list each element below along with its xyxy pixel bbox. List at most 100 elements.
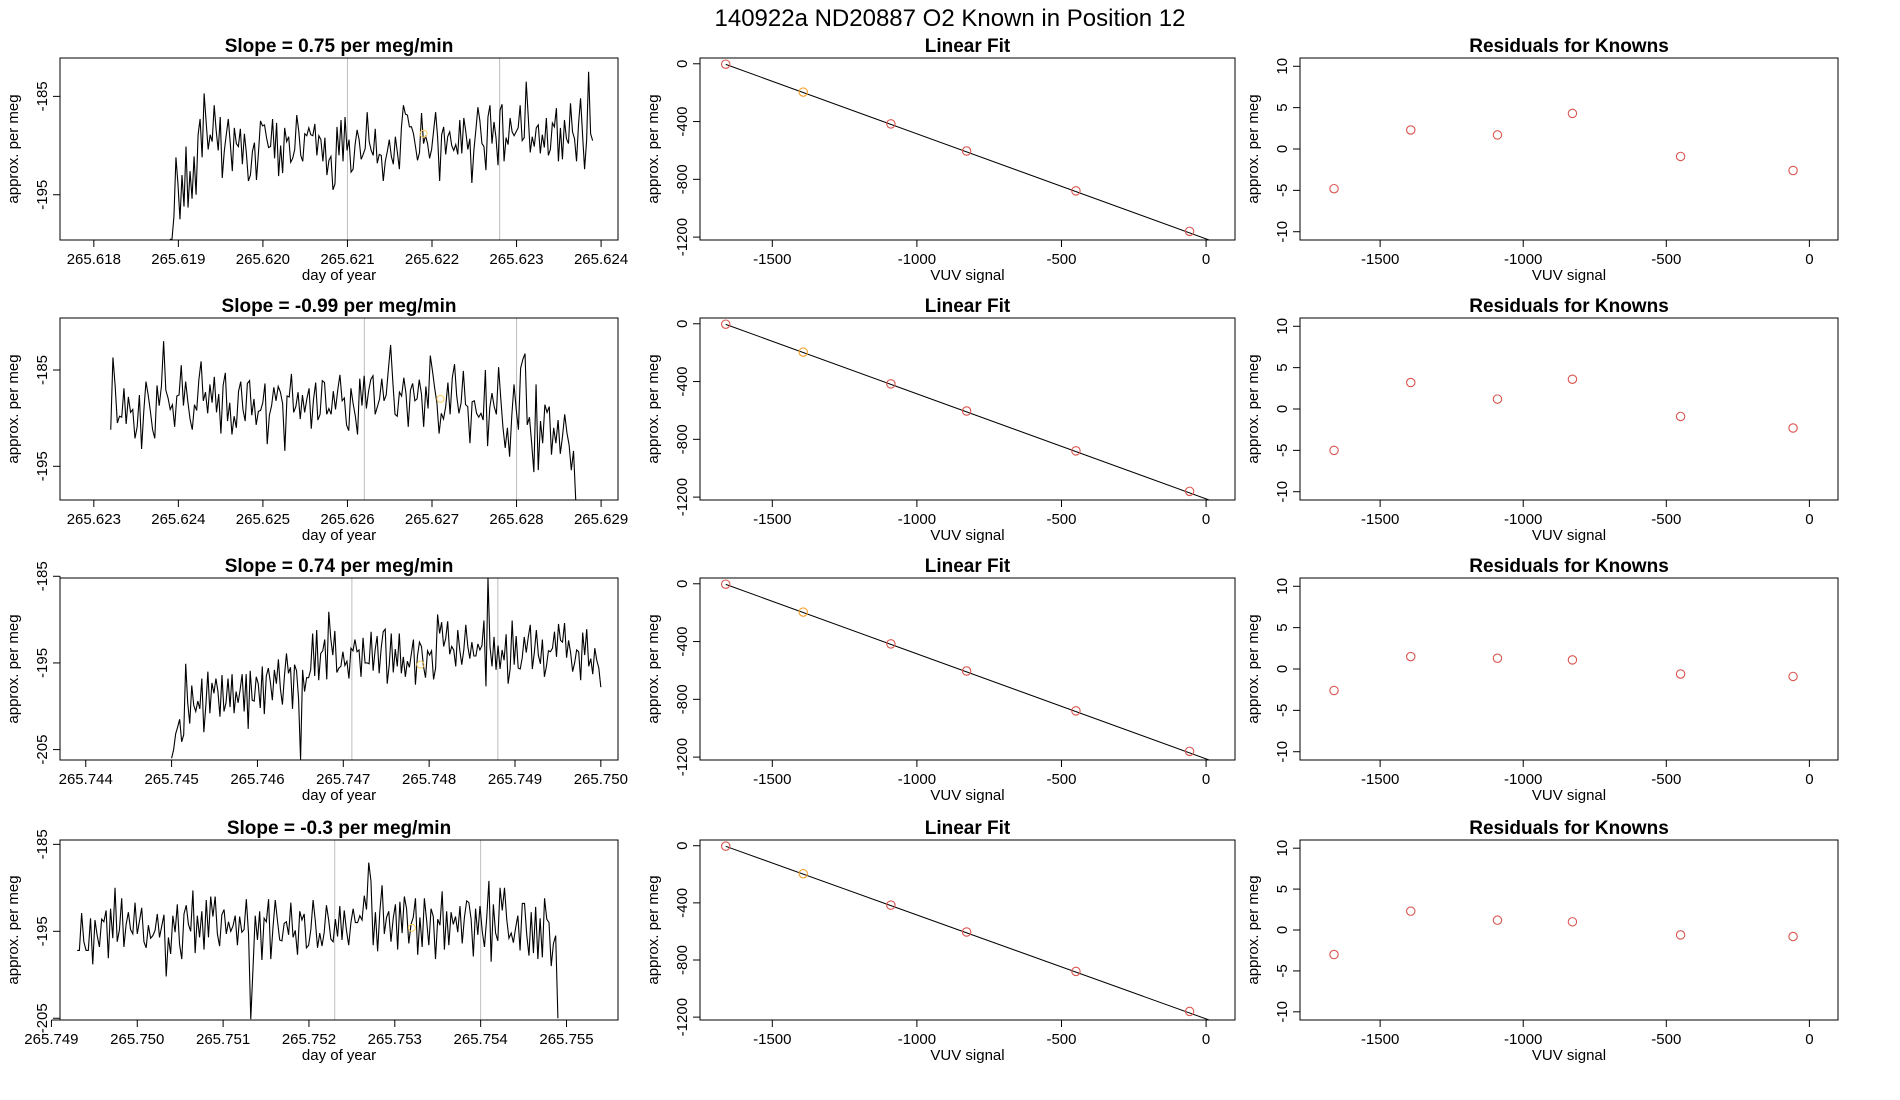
x-axis-label: day of year [302, 527, 376, 544]
x-axis-label: VUV signal [1532, 1047, 1606, 1064]
y-tick-label: 5 [1274, 885, 1291, 893]
x-tick-label: 265.747 [316, 771, 370, 788]
fit-line [725, 583, 1211, 760]
highlight-point [436, 394, 445, 403]
y-tick-label: -1200 [674, 478, 691, 516]
y-tick-label: -5 [1274, 704, 1291, 717]
panel-fit-row-2: Linear Fit -1500 -1000 -500 0 0 -400 -800 -1200 V… [645, 296, 1236, 544]
x-tick-label: -1500 [1361, 771, 1399, 788]
panel-residuals-row-2: Residuals for Knowns -1500 -1000 -500 0 10 5 0 -… [1245, 296, 1839, 544]
data-point [1675, 930, 1686, 940]
data-point [1492, 394, 1503, 404]
data-point [1675, 669, 1686, 679]
x-tick-label: 265.753 [368, 1031, 422, 1048]
panel-grid: Slope = 0.75 per meg/min 265.618 265.619 26… [5, 36, 1839, 1064]
plot-area [1329, 374, 1798, 456]
panel-title: Linear Fit [925, 36, 1011, 57]
x-tick-label: -500 [1046, 251, 1076, 268]
x-axis-label: day of year [302, 1047, 376, 1064]
x-tick-label: -1500 [1361, 251, 1399, 268]
x-tick-label: -500 [1046, 511, 1076, 528]
plot-frame [59, 57, 619, 241]
x-tick-label: -1500 [753, 251, 791, 268]
panel-title: Linear Fit [925, 556, 1011, 577]
x-tick-label: -500 [1651, 251, 1681, 268]
y-tick-label: -205 [34, 1003, 51, 1033]
plot-area [110, 318, 577, 500]
x-tick-label: 0 [1805, 511, 1813, 528]
x-tick-label: -1500 [1361, 1031, 1399, 1048]
y-tick-label: -10 [1274, 1001, 1291, 1023]
y-tick-label: -195 [34, 451, 51, 481]
panel-timeseries-row-3: Slope = 0.74 per meg/min 265.744 265.745 26… [5, 556, 628, 804]
y-axis-label: approx. per meg [1245, 354, 1262, 463]
data-point [1405, 651, 1416, 662]
highlight-point [407, 923, 416, 932]
y-axis-label: approx. per meg [5, 614, 22, 723]
y-tick-label: -10 [1274, 481, 1291, 503]
y-tick-label: 0 [1274, 405, 1291, 413]
plot-area [169, 58, 594, 240]
x-tick-label: 265.623 [67, 511, 121, 528]
data-point [1567, 917, 1578, 927]
plot-area [1329, 906, 1798, 960]
x-tick-label: 265.629 [574, 511, 628, 528]
y-tick-label: 10 [1274, 58, 1291, 75]
y-tick-label: 0 [1274, 665, 1291, 673]
data-point [1492, 130, 1503, 140]
y-tick-label: -10 [1274, 741, 1291, 763]
y-tick-label: -1200 [674, 738, 691, 776]
data-point [1567, 655, 1578, 665]
x-axis-label: VUV signal [930, 267, 1004, 284]
data-point [1329, 445, 1339, 456]
y-tick-label: -185 [34, 81, 51, 111]
x-tick-label: 265.625 [236, 511, 290, 528]
panel-title: Residuals for Knowns [1469, 556, 1669, 577]
y-tick-label: -800 [674, 424, 691, 454]
data-point [1329, 949, 1339, 960]
x-tick-label: 265.751 [196, 1031, 250, 1048]
plot-frame [59, 317, 619, 501]
plot-frame [699, 317, 1236, 501]
panel-title: Slope = -0.3 per meg/min [227, 818, 451, 839]
data-point [1492, 915, 1503, 925]
panel-fit-row-4: Linear Fit -1500 -1000 -500 0 0 -400 -800 -1200 V… [645, 818, 1236, 1064]
plot-area [1329, 108, 1798, 194]
panel-title: Slope = 0.75 per meg/min [225, 36, 454, 57]
x-tick-label: 265.620 [236, 251, 290, 268]
y-axis-label: approx. per meg [645, 94, 662, 203]
data-point [1071, 966, 1081, 977]
x-axis-label: VUV signal [1532, 527, 1606, 544]
panel-timeseries-row-1: Slope = 0.75 per meg/min 265.618 265.619 26… [5, 36, 628, 284]
plot-frame [1299, 839, 1839, 1021]
y-tick-label: 0 [674, 580, 691, 588]
data-point [886, 639, 896, 649]
y-tick-label: -400 [674, 367, 691, 397]
y-tick-label: -1200 [674, 218, 691, 256]
x-tick-label: 265.749 [24, 1031, 78, 1048]
x-tick-label: 265.750 [574, 771, 628, 788]
y-tick-label: 0 [674, 60, 691, 68]
x-tick-label: 265.754 [454, 1031, 508, 1048]
y-axis-label: approx. per meg [5, 875, 22, 984]
data-point [720, 841, 731, 851]
panel-residuals-row-1: Residuals for Knowns -1500 -1000 -500 0 10 5 0 -… [1245, 36, 1839, 284]
x-tick-label: -1000 [898, 771, 936, 788]
plot-frame [699, 57, 1236, 241]
plot-area [720, 59, 1211, 240]
y-axis-label: approx. per meg [645, 354, 662, 463]
x-tick-label: 265.624 [574, 251, 628, 268]
x-tick-label: 265.628 [489, 511, 543, 528]
x-tick-label: 265.621 [320, 251, 374, 268]
plot-frame [699, 577, 1236, 761]
y-axis-label: approx. per meg [1245, 94, 1262, 203]
panel-title: Slope = 0.74 per meg/min [225, 556, 454, 577]
data-point [1492, 653, 1503, 663]
x-tick-label: 265.626 [320, 511, 374, 528]
y-axis-label: approx. per meg [5, 94, 22, 203]
x-tick-label: 265.744 [59, 771, 113, 788]
data-point [1405, 906, 1416, 916]
x-tick-label: -500 [1651, 771, 1681, 788]
data-point [798, 868, 808, 879]
figure-title: 140922a ND20887 O2 Known in Position 12 [715, 5, 1186, 32]
